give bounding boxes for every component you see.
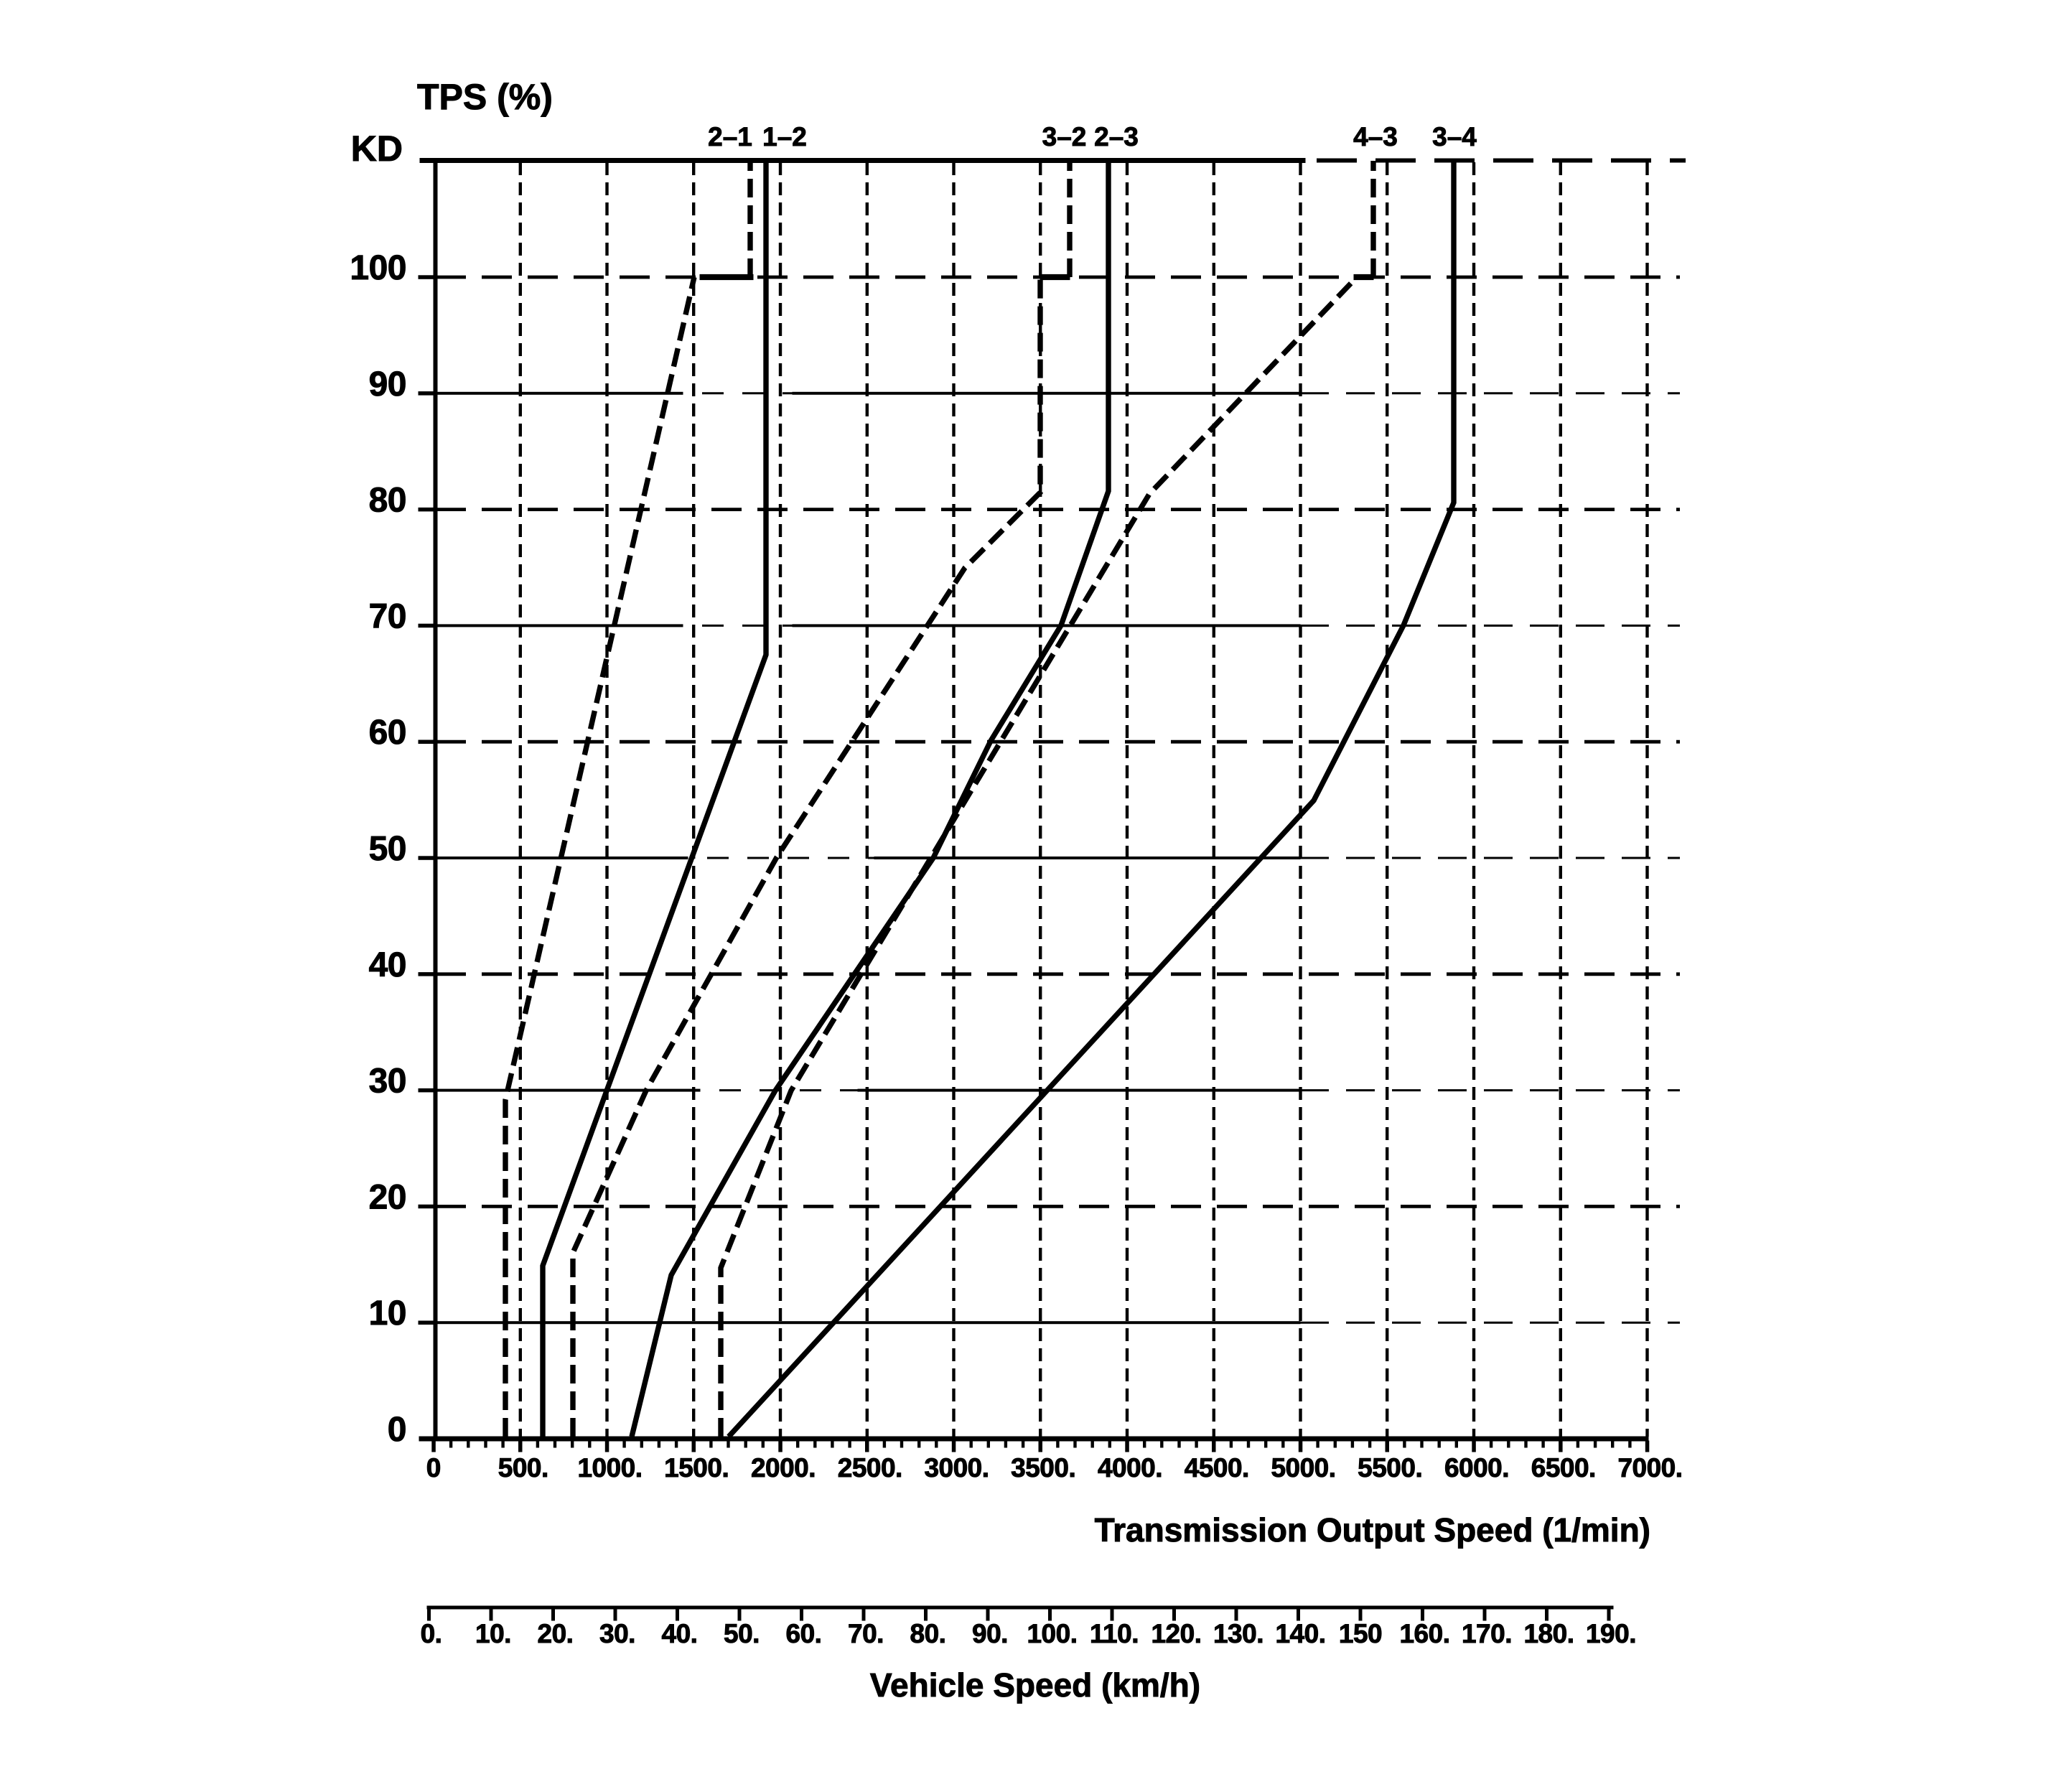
svg-text:110.: 110. [1090, 1619, 1139, 1648]
svg-text:1–2: 1–2 [762, 122, 807, 151]
svg-text:Vehicle Speed (km/h): Vehicle Speed (km/h) [870, 1666, 1200, 1704]
svg-text:30.: 30. [599, 1619, 635, 1648]
svg-text:5500.: 5500. [1358, 1453, 1422, 1483]
svg-text:1500.: 1500. [664, 1453, 729, 1483]
svg-text:90.: 90. [972, 1619, 1008, 1648]
svg-text:3500.: 3500. [1011, 1453, 1075, 1483]
svg-text:20: 20 [369, 1178, 406, 1216]
svg-text:2000.: 2000. [751, 1453, 816, 1483]
svg-text:4–3: 4–3 [1353, 122, 1398, 151]
svg-text:120.: 120. [1151, 1619, 1201, 1648]
svg-text:60.: 60. [786, 1619, 822, 1648]
svg-text:500.: 500. [498, 1453, 548, 1483]
svg-text:160.: 160. [1399, 1619, 1449, 1648]
svg-text:20.: 20. [538, 1619, 574, 1648]
svg-text:50.: 50. [724, 1619, 760, 1648]
svg-text:2–3: 2–3 [1094, 122, 1139, 151]
svg-text:70.: 70. [848, 1619, 884, 1648]
svg-text:40: 40 [369, 946, 406, 984]
svg-text:100.: 100. [1027, 1619, 1077, 1648]
svg-text:5000.: 5000. [1271, 1453, 1335, 1483]
svg-text:1000.: 1000. [577, 1453, 642, 1483]
svg-text:100: 100 [350, 249, 406, 287]
svg-text:Transmission Output Speed (1/m: Transmission Output Speed (1/min) [1095, 1511, 1650, 1549]
svg-text:80: 80 [369, 482, 406, 520]
svg-text:130.: 130. [1213, 1619, 1263, 1648]
svg-text:30: 30 [369, 1063, 406, 1101]
svg-text:0: 0 [426, 1453, 442, 1483]
svg-text:6000.: 6000. [1444, 1453, 1509, 1483]
svg-text:180.: 180. [1523, 1619, 1574, 1648]
svg-text:3000.: 3000. [924, 1453, 989, 1483]
svg-text:10.: 10. [475, 1619, 511, 1648]
svg-text:140.: 140. [1275, 1619, 1325, 1648]
svg-text:4000.: 4000. [1098, 1453, 1162, 1483]
svg-text:6500.: 6500. [1531, 1453, 1596, 1483]
svg-text:170.: 170. [1462, 1619, 1512, 1648]
svg-text:80.: 80. [910, 1619, 946, 1648]
svg-text:90: 90 [369, 365, 406, 403]
svg-text:KD: KD [351, 129, 403, 169]
svg-text:190.: 190. [1586, 1619, 1636, 1648]
svg-text:3–4: 3–4 [1432, 122, 1477, 151]
svg-text:4500.: 4500. [1185, 1453, 1249, 1483]
svg-text:40.: 40. [662, 1619, 698, 1648]
svg-text:70: 70 [369, 597, 406, 635]
svg-text:50: 50 [369, 830, 406, 868]
svg-text:150: 150 [1339, 1619, 1382, 1648]
svg-text:10: 10 [369, 1294, 406, 1333]
svg-text:0.: 0. [421, 1619, 442, 1648]
svg-text:7000.: 7000. [1617, 1453, 1682, 1483]
svg-text:60: 60 [369, 714, 406, 752]
svg-text:0: 0 [388, 1411, 406, 1449]
svg-text:3–2: 3–2 [1042, 122, 1087, 151]
svg-text:2–1: 2–1 [708, 122, 752, 151]
svg-text:2500.: 2500. [838, 1453, 902, 1483]
svg-text:TPS (%): TPS (%) [417, 77, 553, 117]
